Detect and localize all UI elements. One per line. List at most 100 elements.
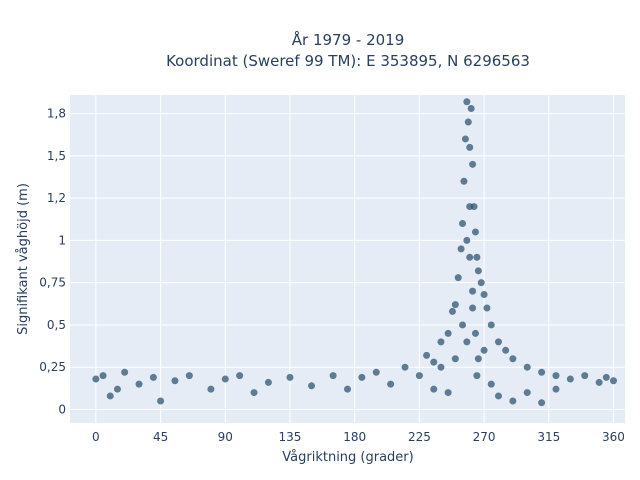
data-point xyxy=(463,98,471,106)
data-point xyxy=(523,389,531,397)
data-point xyxy=(602,373,610,381)
data-point xyxy=(474,355,482,363)
data-point xyxy=(451,301,459,309)
data-point xyxy=(135,380,143,388)
data-point xyxy=(581,372,589,380)
x-tick-label: 135 xyxy=(279,430,302,444)
data-point xyxy=(463,338,471,346)
data-point xyxy=(329,372,337,380)
data-point xyxy=(372,368,380,376)
data-point xyxy=(474,267,482,275)
data-point xyxy=(451,355,459,363)
chart-title-line2: Koordinat (Sweref 99 TM): E 353895, N 62… xyxy=(166,52,530,70)
data-point xyxy=(430,385,438,393)
data-point xyxy=(308,382,316,390)
data-point xyxy=(471,329,479,337)
y-tick-label: 0,25 xyxy=(39,360,66,374)
data-point xyxy=(121,368,129,376)
y-axis-ticks: 0 0,25 0,5 0,75 1 1,2 1,5 1,8 xyxy=(39,107,66,417)
data-point xyxy=(221,375,229,383)
data-point xyxy=(469,304,477,312)
data-point xyxy=(480,346,488,354)
x-tick-label: 225 xyxy=(408,430,431,444)
data-point xyxy=(106,392,114,400)
data-point xyxy=(509,355,517,363)
data-point xyxy=(464,118,472,126)
x-tick-label: 360 xyxy=(602,430,625,444)
y-tick-label: 0,75 xyxy=(39,276,66,290)
data-point xyxy=(236,372,244,380)
data-point xyxy=(264,378,272,386)
y-tick-label: 1 xyxy=(58,233,66,247)
data-point xyxy=(471,228,479,236)
data-point xyxy=(460,177,468,185)
data-point xyxy=(157,397,165,405)
data-point xyxy=(480,291,488,299)
data-point xyxy=(502,346,510,354)
data-point xyxy=(437,338,445,346)
x-axis-ticks: 0 45 90 135 180 225 270 315 360 xyxy=(92,430,625,444)
chart-title-line1: År 1979 - 2019 xyxy=(292,30,405,49)
data-point xyxy=(459,321,467,329)
data-point xyxy=(538,399,546,407)
data-point xyxy=(466,143,474,151)
y-tick-label: 0 xyxy=(58,402,66,416)
data-point xyxy=(448,307,456,315)
data-point xyxy=(494,392,502,400)
grid xyxy=(70,95,625,423)
data-point xyxy=(459,219,467,227)
data-point xyxy=(487,321,495,329)
data-point xyxy=(423,351,431,359)
data-point xyxy=(185,372,193,380)
x-tick-label: 0 xyxy=(92,430,100,444)
data-point xyxy=(437,363,445,371)
data-point xyxy=(387,380,395,388)
data-point xyxy=(473,372,481,380)
data-point xyxy=(487,380,495,388)
x-tick-label: 315 xyxy=(537,430,560,444)
data-point xyxy=(415,372,423,380)
data-point xyxy=(444,329,452,337)
data-point xyxy=(344,385,351,393)
y-tick-label: 1,5 xyxy=(47,149,66,163)
data-point xyxy=(469,287,477,295)
data-points xyxy=(92,98,617,407)
data-point xyxy=(149,373,157,381)
plot-area xyxy=(70,95,625,423)
data-point xyxy=(467,105,475,113)
data-point xyxy=(444,389,452,397)
data-point xyxy=(595,378,603,386)
data-point xyxy=(469,160,477,168)
data-point xyxy=(538,368,546,376)
data-point xyxy=(463,236,471,244)
data-point xyxy=(466,253,474,261)
data-point xyxy=(286,373,294,381)
data-point xyxy=(466,203,474,211)
data-point xyxy=(523,363,531,371)
data-point xyxy=(207,385,215,393)
data-point xyxy=(566,375,574,383)
data-point xyxy=(494,338,502,346)
data-point xyxy=(250,389,258,397)
y-tick-label: 0,5 xyxy=(47,318,66,332)
data-point xyxy=(92,375,100,383)
data-point xyxy=(401,363,409,371)
x-tick-label: 90 xyxy=(218,430,233,444)
data-point xyxy=(477,279,485,287)
x-tick-label: 180 xyxy=(343,430,366,444)
data-point xyxy=(461,135,469,143)
y-tick-label: 1,2 xyxy=(47,191,66,205)
data-point xyxy=(454,274,462,282)
x-tick-label: 45 xyxy=(153,430,168,444)
data-point xyxy=(457,245,465,253)
data-point xyxy=(473,253,481,261)
data-point xyxy=(483,304,491,312)
data-point xyxy=(171,377,179,385)
data-point xyxy=(552,385,560,393)
x-tick-label: 270 xyxy=(473,430,496,444)
data-point xyxy=(430,358,438,366)
data-point xyxy=(609,377,617,385)
data-point xyxy=(358,373,366,381)
y-tick-label: 1,8 xyxy=(47,107,66,121)
